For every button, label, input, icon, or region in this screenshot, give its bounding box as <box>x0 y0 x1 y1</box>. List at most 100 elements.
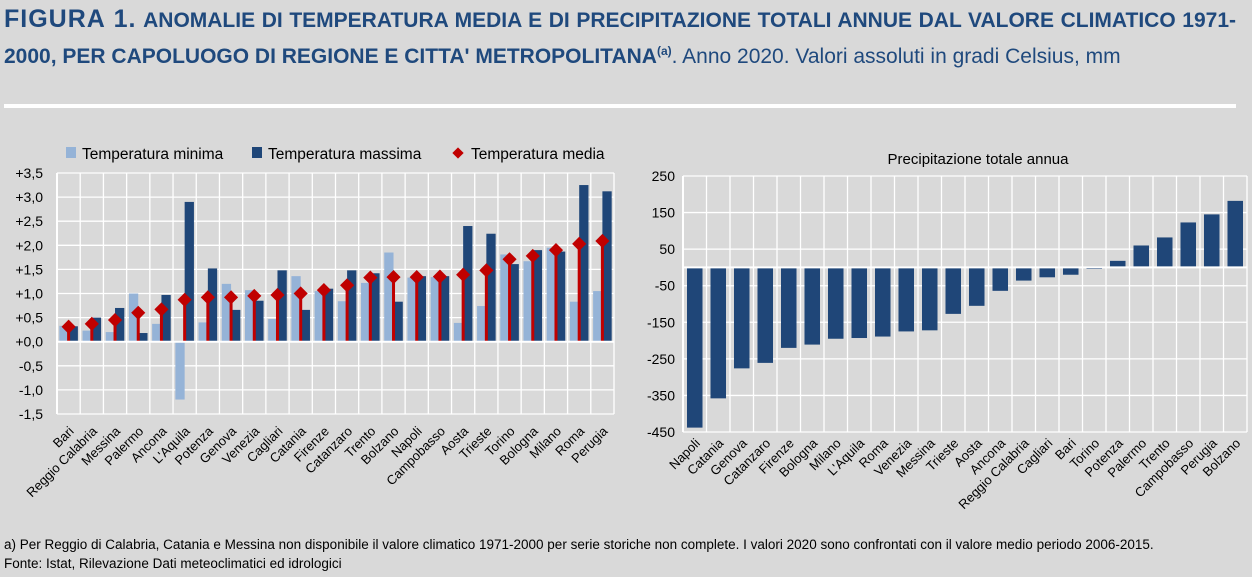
bar-temperatura-massima <box>532 250 543 342</box>
bar-temperatura-minima <box>152 323 162 342</box>
bar-temperatura-massima <box>555 251 566 342</box>
bar-temperatura-massima <box>602 191 612 342</box>
y-tick-label: 250 <box>652 168 676 184</box>
y-tick-label: +1,5 <box>15 261 43 277</box>
bar-temperatura-massima <box>323 288 334 342</box>
bar-precipitazione <box>1109 260 1126 268</box>
bar-temperatura-minima <box>500 254 510 342</box>
bar-precipitazione <box>968 267 985 306</box>
bar-temperatura-minima <box>430 277 440 342</box>
marker-temperatura-media <box>131 305 146 320</box>
y-tick-label: -350 <box>647 387 675 403</box>
y-tick-label: +1,0 <box>15 286 43 302</box>
bar-temperatura-massima <box>138 333 148 342</box>
y-tick-label: -0,5 <box>19 358 43 374</box>
bar-temperatura-minima <box>82 330 92 342</box>
bar-temperatura-minima <box>523 261 533 342</box>
bar-temperatura-massima <box>439 276 450 342</box>
bar-precipitazione <box>780 267 797 348</box>
marker-temperatura-media <box>595 233 610 249</box>
bar-temperatura-massima <box>231 309 241 342</box>
marker-temperatura-media <box>363 270 378 285</box>
marker-temperatura-media <box>502 252 517 267</box>
marker-temperatura-media <box>340 278 355 293</box>
y-tick-label: -150 <box>647 314 675 330</box>
bar-precipitazione <box>710 267 727 399</box>
bar-temperatura-massima <box>486 233 496 342</box>
bar-precipitazione <box>804 267 821 345</box>
bar-precipitazione <box>851 267 868 339</box>
marker-temperatura-media <box>525 248 540 263</box>
marker-temperatura-media <box>293 286 308 301</box>
y-tick-label: +0,0 <box>15 334 43 350</box>
bar-temperatura-minima <box>453 322 464 342</box>
bar-temperatura-massima <box>207 268 218 342</box>
bar-temperatura-minima <box>128 293 139 342</box>
marker-temperatura-media <box>316 283 331 298</box>
bar-temperatura-minima <box>244 290 255 342</box>
figure-title: FIGURA 1. ANOMALIE DI TEMPERATURA MEDIA … <box>4 4 1236 72</box>
bar-temperatura-minima <box>361 282 371 342</box>
bar-precipitazione <box>921 267 938 331</box>
marker-temperatura-media <box>61 319 76 334</box>
y-tick-label: -450 <box>647 424 675 440</box>
bar-precipitazione <box>733 267 750 369</box>
y-tick-label: -50 <box>655 278 675 294</box>
title-divider <box>4 104 1236 108</box>
bar-temperatura-minima <box>198 322 208 342</box>
bar-precipitazione <box>874 267 891 337</box>
bar-temperatura-massima <box>254 300 264 342</box>
bar-precipitazione <box>1039 267 1056 278</box>
y-tick-label: -1,5 <box>19 406 43 422</box>
bar-temperatura-massima <box>347 270 357 342</box>
bar-precipitazione <box>686 267 703 428</box>
bar-temperatura-minima <box>268 319 278 342</box>
bar-precipitazione <box>1156 237 1173 268</box>
marker-temperatura-media <box>84 316 99 331</box>
bar-temperatura-minima <box>477 306 487 342</box>
marker-temperatura-media <box>432 269 448 284</box>
marker-temperatura-media <box>386 270 401 285</box>
marker-temperatura-media <box>572 236 587 251</box>
marker-temperatura-media <box>177 292 192 307</box>
legend-label: Temperatura media <box>471 146 605 163</box>
bar-precipitazione <box>757 267 774 363</box>
bar-precipitazione <box>1133 245 1150 268</box>
bar-temperatura-minima <box>384 252 394 342</box>
marker-temperatura-media <box>456 267 471 282</box>
bar-precipitazione <box>1015 267 1032 281</box>
bar-temperatura-minima <box>175 341 185 400</box>
y-tick-label: +3,5 <box>15 165 43 181</box>
marker-temperatura-media <box>154 302 169 317</box>
legend-label: Temperatura massima <box>268 146 422 163</box>
title-rest: . Anno 2020. Valori assoluti in gradi Ce… <box>671 45 1121 68</box>
bar-temperatura-minima <box>337 301 348 342</box>
bar-precipitazione <box>1180 222 1197 268</box>
source: Fonte: Istat, Rilevazione Dati meteoclim… <box>4 556 342 571</box>
bar-temperatura-minima <box>546 247 556 342</box>
legend-swatch <box>452 147 464 159</box>
marker-temperatura-media <box>223 290 239 305</box>
marker-temperatura-media <box>409 270 424 285</box>
note-mark: (a) <box>656 44 672 58</box>
bar-precipitazione <box>945 267 962 314</box>
bar-temperatura-minima <box>105 332 116 342</box>
y-tick-label: -250 <box>647 351 675 367</box>
chart-title: Precipitazione totale annua <box>888 151 1070 168</box>
bar-temperatura-minima <box>59 325 69 342</box>
marker-temperatura-media <box>548 243 564 258</box>
marker-temperatura-media <box>479 263 494 278</box>
bar-temperatura-massima <box>579 185 589 342</box>
bar-temperatura-massima <box>115 307 125 342</box>
y-tick-label: +3,0 <box>15 189 43 205</box>
bar-temperatura-minima <box>407 277 417 342</box>
bar-temperatura-massima <box>91 317 102 342</box>
bar-precipitazione <box>898 267 915 332</box>
bar-temperatura-massima <box>68 326 78 342</box>
marker-temperatura-media <box>200 290 215 305</box>
legend-swatch <box>252 147 262 158</box>
bar-temperatura-massima <box>509 264 519 342</box>
y-tick-label: +2,0 <box>15 237 43 253</box>
marker-temperatura-media <box>270 287 285 303</box>
bar-temperatura-massima <box>370 273 380 342</box>
